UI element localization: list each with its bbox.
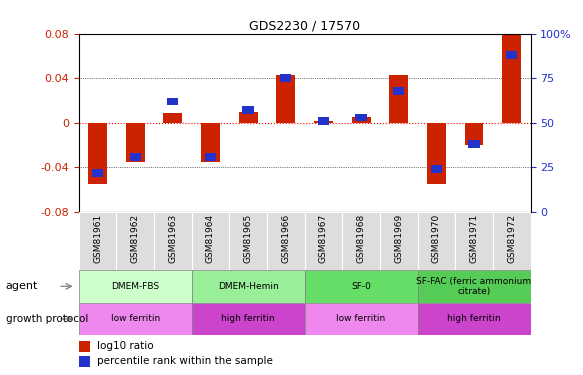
Bar xyxy=(465,123,483,145)
Bar xyxy=(393,87,405,94)
Bar xyxy=(154,212,192,270)
Bar xyxy=(192,270,304,303)
Bar xyxy=(276,75,295,123)
Text: low ferritin: low ferritin xyxy=(111,314,160,323)
Text: GSM81967: GSM81967 xyxy=(319,214,328,263)
Text: GSM81971: GSM81971 xyxy=(469,214,479,263)
Text: GSM81963: GSM81963 xyxy=(168,214,177,263)
Bar xyxy=(506,51,517,59)
Bar xyxy=(205,153,216,160)
Text: GSM81968: GSM81968 xyxy=(357,214,366,263)
Bar xyxy=(192,303,304,335)
Text: GSM81962: GSM81962 xyxy=(131,214,140,263)
Bar xyxy=(79,303,192,335)
Text: high ferritin: high ferritin xyxy=(447,314,501,323)
Bar xyxy=(267,212,304,270)
Bar xyxy=(79,270,192,303)
Bar xyxy=(304,303,417,335)
Bar xyxy=(304,212,342,270)
Title: GDS2230 / 17570: GDS2230 / 17570 xyxy=(249,20,360,33)
Bar xyxy=(417,270,531,303)
Bar xyxy=(229,212,267,270)
Bar xyxy=(92,169,103,177)
Bar xyxy=(192,212,229,270)
Text: GSM81970: GSM81970 xyxy=(432,214,441,263)
Bar xyxy=(201,123,220,162)
Text: DMEM-Hemin: DMEM-Hemin xyxy=(218,282,279,291)
Bar xyxy=(167,98,178,105)
Text: GSM81966: GSM81966 xyxy=(281,214,290,263)
Bar xyxy=(79,340,90,352)
Bar xyxy=(468,140,480,148)
Bar xyxy=(280,74,292,82)
Bar xyxy=(389,75,408,123)
Text: GSM81969: GSM81969 xyxy=(394,214,403,263)
Bar xyxy=(417,212,455,270)
Bar xyxy=(304,270,417,303)
Bar xyxy=(493,212,531,270)
Bar xyxy=(318,117,329,125)
Bar xyxy=(503,35,521,123)
Text: GSM81965: GSM81965 xyxy=(244,214,252,263)
Text: SF-FAC (ferric ammonium
citrate): SF-FAC (ferric ammonium citrate) xyxy=(416,277,532,296)
Bar xyxy=(342,212,380,270)
Bar xyxy=(79,356,90,367)
Text: DMEM-FBS: DMEM-FBS xyxy=(111,282,159,291)
Text: log10 ratio: log10 ratio xyxy=(97,341,153,351)
Bar xyxy=(238,112,258,123)
Bar xyxy=(380,212,417,270)
Bar xyxy=(126,123,145,162)
Bar xyxy=(455,212,493,270)
Bar xyxy=(431,165,442,173)
Text: GSM81972: GSM81972 xyxy=(507,214,516,263)
Bar xyxy=(352,117,371,123)
Text: GSM81964: GSM81964 xyxy=(206,214,215,263)
Text: percentile rank within the sample: percentile rank within the sample xyxy=(97,356,273,366)
Bar xyxy=(129,153,141,160)
Text: GSM81961: GSM81961 xyxy=(93,214,102,263)
Bar xyxy=(163,113,182,123)
Bar xyxy=(79,212,117,270)
Text: low ferritin: low ferritin xyxy=(336,314,386,323)
Text: high ferritin: high ferritin xyxy=(222,314,275,323)
Text: SF-0: SF-0 xyxy=(351,282,371,291)
Bar xyxy=(417,303,531,335)
Bar xyxy=(356,114,367,122)
Bar xyxy=(88,123,107,184)
Bar xyxy=(314,121,333,123)
Bar xyxy=(117,212,154,270)
Text: growth protocol: growth protocol xyxy=(6,314,88,324)
Bar xyxy=(243,106,254,114)
Text: agent: agent xyxy=(6,281,38,291)
Bar xyxy=(427,123,446,184)
